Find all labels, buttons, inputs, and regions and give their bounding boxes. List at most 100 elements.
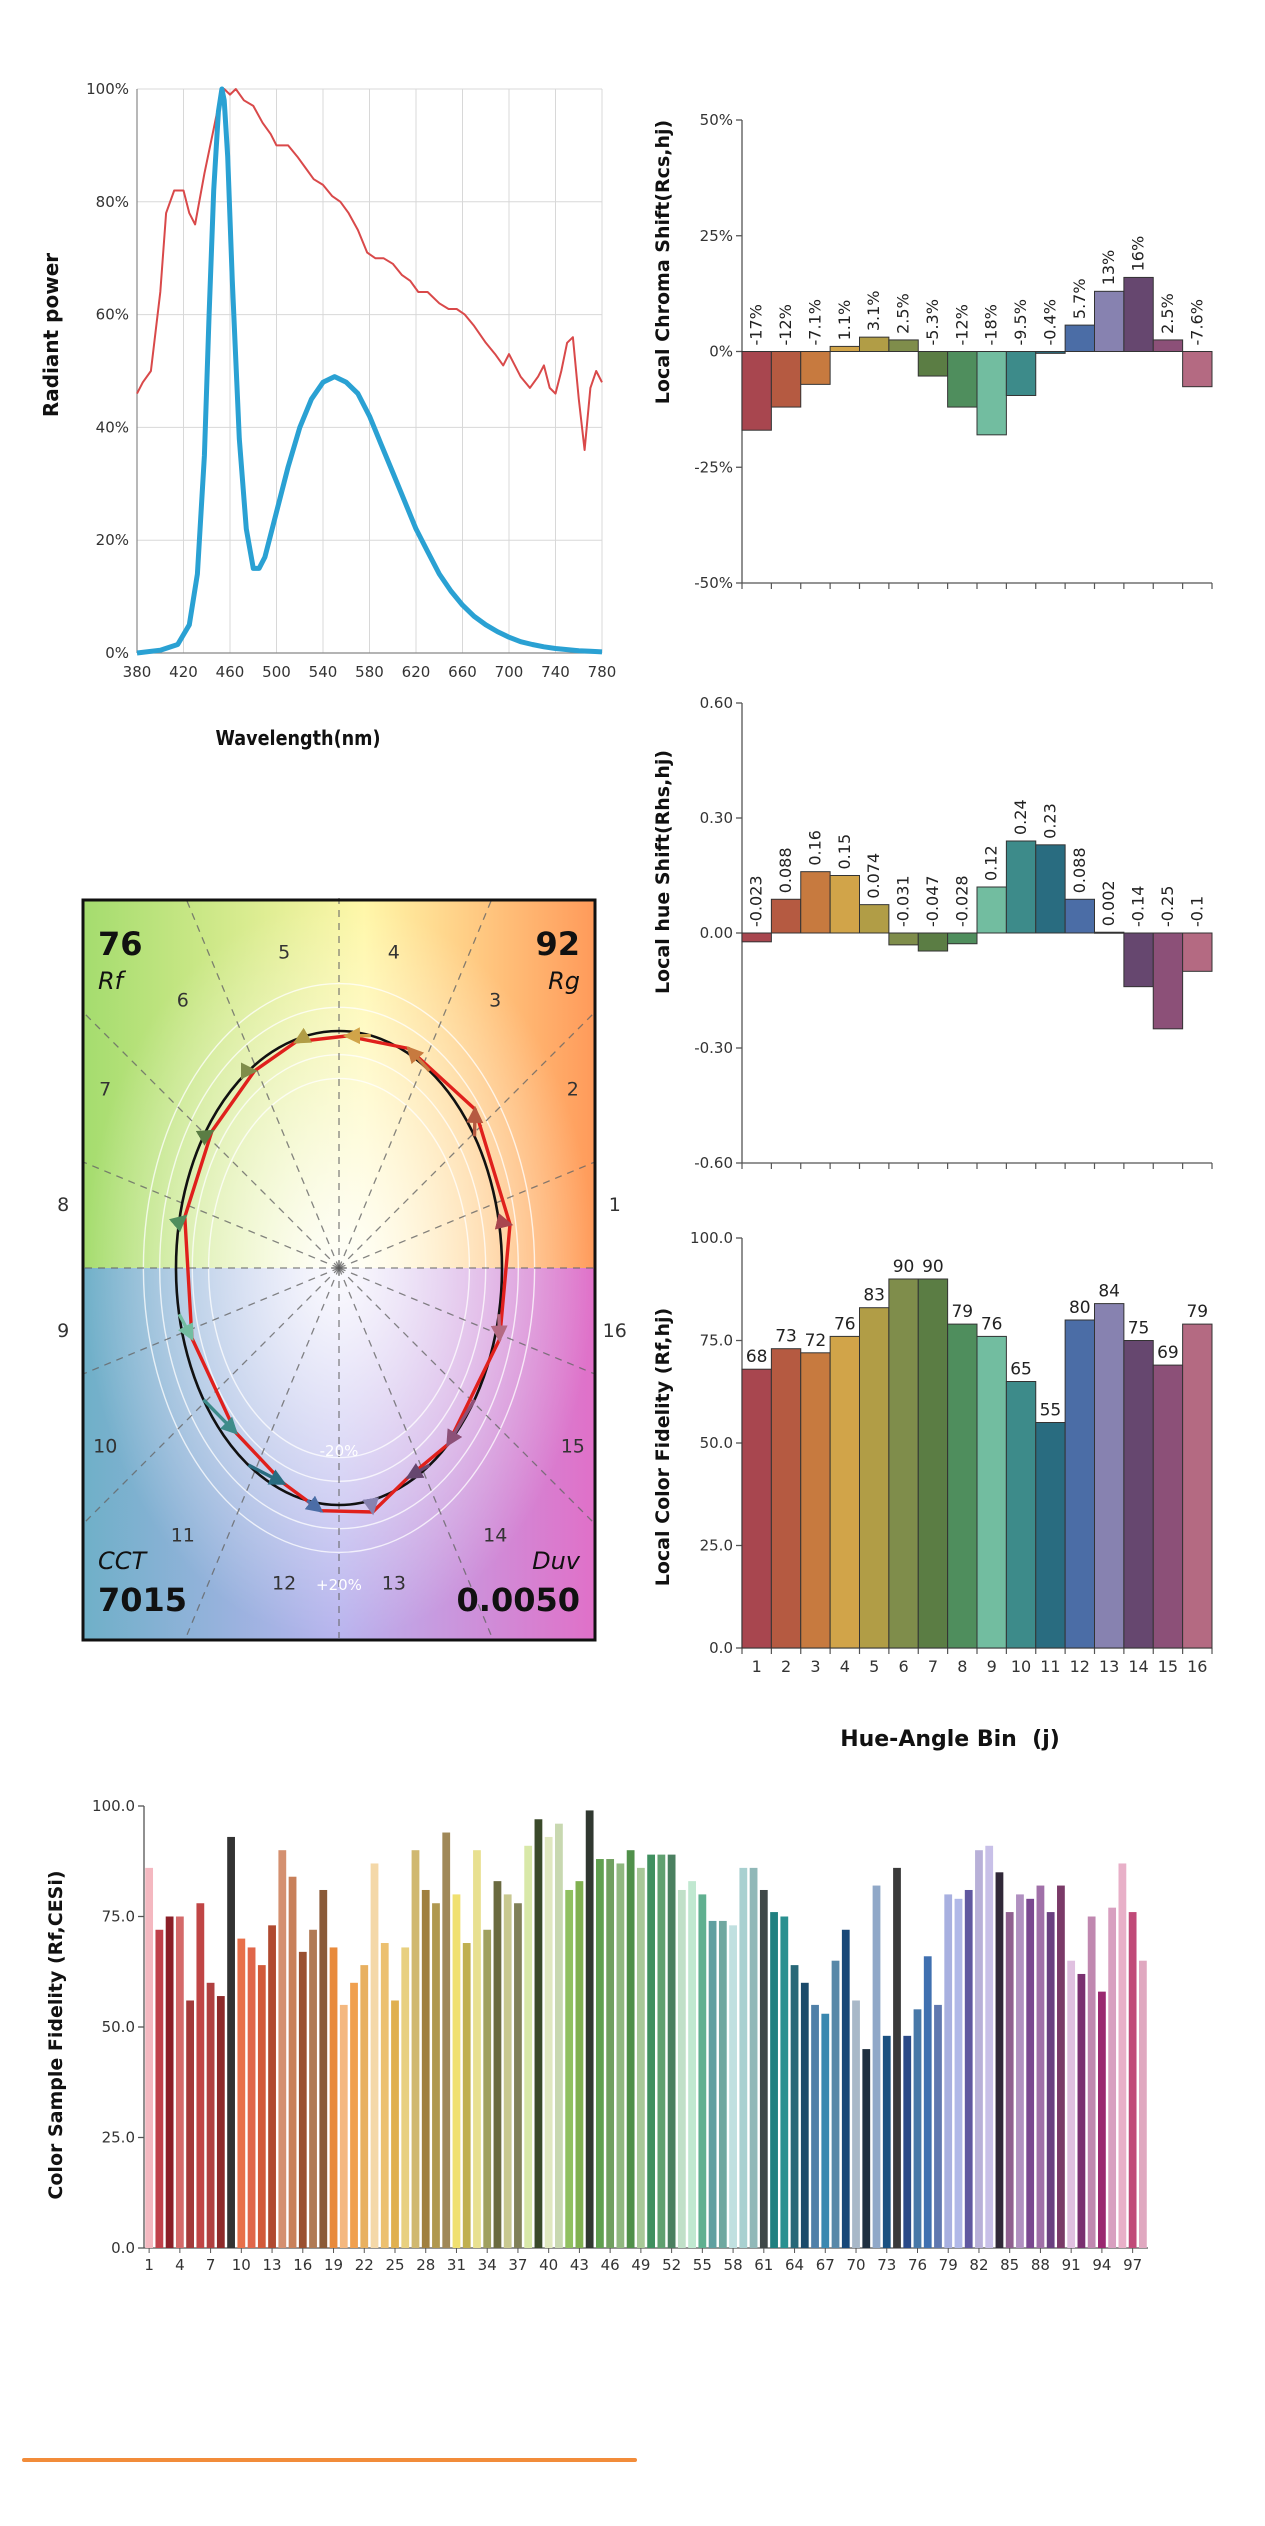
local-fidelity-bar xyxy=(770,1348,802,1649)
spectrum-x-tick-label: 700 xyxy=(495,663,524,681)
vector-graphic-grid xyxy=(82,897,596,1639)
local-fidelity-y-tick-label: 0.0 xyxy=(709,1639,733,1657)
chroma-bar xyxy=(917,351,949,377)
sample-fidelity-x-tick-label: 67 xyxy=(816,2256,835,2274)
sample-fidelity-x-tick-label: 58 xyxy=(724,2256,743,2274)
sample-fidelity-x-tick-label: 73 xyxy=(877,2256,896,2274)
local-fidelity-data-label: 69 xyxy=(1157,1343,1179,1363)
sample-fidelity-x-tick-label: 76 xyxy=(908,2256,927,2274)
spectrum-y-axis-label: Radiant power xyxy=(39,253,63,417)
spectrum-x-tick-label: 500 xyxy=(262,663,291,681)
local-fidelity-y-axis-label: Local Color Fidelity (Rf,hj) xyxy=(652,1308,674,1587)
bin-label: 6 xyxy=(177,990,189,1012)
sample-fidelity-bar xyxy=(770,1912,778,2248)
bin-label: 9 xyxy=(57,1320,69,1342)
hue-data-label: -0.1 xyxy=(1187,896,1206,927)
spectrum-x-tick-label: 620 xyxy=(402,663,431,681)
sample-fidelity-bar xyxy=(329,1947,338,2248)
local-color-fidelity-chart: Local Color Fidelity (Rf,hj) 0.0 25.0 50.0… xyxy=(652,1229,1213,1752)
bin-label: 15 xyxy=(561,1436,585,1458)
sample-fidelity-bar xyxy=(596,1859,604,2248)
sample-fidelity-bar xyxy=(1118,1863,1127,2248)
bin-label: 2 xyxy=(567,1078,579,1100)
sample-fidelity-bar xyxy=(1138,1960,1147,2248)
hue-bin-arrow xyxy=(406,1045,431,1073)
hue-bin-arrow xyxy=(177,1313,194,1342)
sample-fidelity-bar xyxy=(718,1920,727,2248)
sample-fidelity-x-tick-label: 88 xyxy=(1031,2256,1050,2274)
sample-fidelity-bar xyxy=(555,1823,563,2248)
sample-fidelity-bar xyxy=(821,2013,830,2248)
local-fidelity-x-tick-label: 5 xyxy=(869,1657,879,1676)
local-fidelity-y-tick-label: 25.0 xyxy=(700,1537,733,1555)
sample-fidelity-bar xyxy=(1036,1885,1045,2248)
chroma-y-tick-label: 25% xyxy=(700,227,733,245)
sample-fidelity-bar xyxy=(216,1996,225,2248)
hue-bar xyxy=(917,932,949,952)
local-fidelity-x-tick-label: 11 xyxy=(1040,1657,1060,1676)
sample-fidelity-bars xyxy=(145,1810,1147,2248)
local-hue-shift-chart: Local hue Shift(Rhs,hj) -0.60 -0.30 0.00 0.… xyxy=(652,694,1213,1172)
hue-data-label: 0.23 xyxy=(1040,803,1059,839)
sample-fidelity-bar xyxy=(1077,1973,1086,2248)
sample-fidelity-x-tick-label: 97 xyxy=(1123,2256,1142,2274)
sample-fidelity-x-tick-label: 46 xyxy=(601,2256,620,2274)
local-fidelity-bar xyxy=(1035,1422,1066,1649)
sample-fidelity-bar xyxy=(985,1845,994,2248)
local-fidelity-data-label: 90 xyxy=(922,1257,944,1277)
local-fidelity-bar xyxy=(917,1278,949,1649)
hue-bin-arrow xyxy=(446,1398,476,1448)
sample-fidelity-bar xyxy=(862,2049,871,2248)
chroma-bar xyxy=(976,351,1007,436)
sample-fidelity-bar xyxy=(616,1863,625,2248)
chroma-y-axis-label: Local Chroma Shift(Rcs,hj) xyxy=(652,120,674,404)
vector-graphic-spoke xyxy=(338,897,493,1269)
bin-label: 14 xyxy=(483,1524,507,1546)
hue-bin-arrow xyxy=(293,1027,313,1044)
hue-bin-arrow xyxy=(405,1463,431,1479)
rf-value: 76 xyxy=(98,925,143,963)
chroma-y-tick-label: 50% xyxy=(700,111,733,129)
sample-fidelity-bar xyxy=(677,1889,686,2248)
hue-data-label: -0.028 xyxy=(952,875,971,927)
local-fidelity-x-tick-label: 15 xyxy=(1158,1657,1178,1676)
local-fidelity-data-label: 65 xyxy=(1010,1360,1032,1380)
duv-value: 0.0050 xyxy=(457,1581,580,1619)
sample-fidelity-bar xyxy=(1005,1912,1014,2248)
bin-label: 5 xyxy=(278,942,290,964)
spectrum-y-tick-label: 80% xyxy=(96,193,129,211)
chroma-data-label: 5.7% xyxy=(1070,278,1089,319)
spectrum-x-tick-labels: 380 420 460 500 540 580 620 660 700 740 780 xyxy=(123,663,617,681)
sample-fidelity-x-tick-label: 34 xyxy=(478,2256,497,2274)
vector-graphic-spoke xyxy=(338,1267,493,1639)
sample-fidelity-y-axis-label: Color Sample Fidelity (Rf,CESi) xyxy=(45,1870,67,2199)
vector-graphic-spoke xyxy=(185,1267,340,1639)
sample-fidelity-bar xyxy=(872,1885,881,2248)
chroma-bar xyxy=(888,339,919,352)
local-fidelity-data-label: 76 xyxy=(981,1314,1003,1334)
hue-bar xyxy=(800,871,831,934)
local-fidelity-x-tick-label: 16 xyxy=(1187,1657,1207,1676)
sample-fidelity-bar xyxy=(759,1889,768,2248)
sample-fidelity-bar xyxy=(462,1943,471,2248)
sample-fidelity-bar xyxy=(606,1859,615,2248)
sample-fidelity-bar xyxy=(339,2004,348,2248)
spectral-power-distribution-chart: Radiant power 0% 20% 40% 60% 80% 100% 380 420 4… xyxy=(39,80,616,750)
duv-label: Duv xyxy=(532,1547,581,1575)
chroma-data-label: -17% xyxy=(747,304,766,345)
sample-fidelity-bar xyxy=(626,1850,635,2248)
sample-fidelity-x-tick-label: 91 xyxy=(1062,2256,1081,2274)
local-fidelity-bar xyxy=(1152,1364,1184,1649)
sample-fidelity-bar xyxy=(155,1929,164,2248)
hue-bar xyxy=(859,904,890,934)
sample-fidelity-x-tick-label: 10 xyxy=(232,2256,251,2274)
sample-fidelity-bar xyxy=(268,1925,276,2248)
test-spectrum-line xyxy=(136,86,603,656)
vector-graphic-spoke xyxy=(185,897,340,1269)
sample-fidelity-bar xyxy=(1098,1991,1106,2248)
hue-data-label: -0.047 xyxy=(923,875,942,927)
hue-data-label: 0.12 xyxy=(982,845,1001,881)
sample-fidelity-x-tick-label: 37 xyxy=(508,2256,527,2274)
bin-label: 11 xyxy=(171,1524,195,1546)
sample-fidelity-bar xyxy=(708,1920,717,2248)
